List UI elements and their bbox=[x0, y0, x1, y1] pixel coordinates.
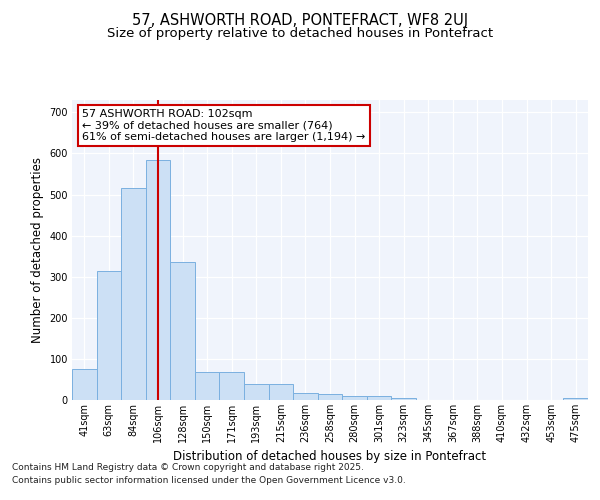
Bar bbox=[318, 394, 342, 400]
Bar bbox=[170, 262, 195, 400]
Bar bbox=[391, 398, 416, 400]
Bar bbox=[563, 398, 588, 400]
Bar bbox=[269, 384, 293, 400]
Bar bbox=[72, 369, 97, 400]
Text: Size of property relative to detached houses in Pontefract: Size of property relative to detached ho… bbox=[107, 28, 493, 40]
Bar bbox=[195, 372, 220, 400]
X-axis label: Distribution of detached houses by size in Pontefract: Distribution of detached houses by size … bbox=[173, 450, 487, 464]
Bar bbox=[342, 396, 367, 400]
Bar bbox=[367, 396, 391, 400]
Bar bbox=[146, 160, 170, 400]
Bar bbox=[121, 188, 146, 400]
Bar bbox=[220, 372, 244, 400]
Bar bbox=[97, 270, 121, 400]
Bar bbox=[293, 392, 318, 400]
Text: 57 ASHWORTH ROAD: 102sqm
← 39% of detached houses are smaller (764)
61% of semi-: 57 ASHWORTH ROAD: 102sqm ← 39% of detach… bbox=[82, 109, 365, 142]
Text: Contains HM Land Registry data © Crown copyright and database right 2025.: Contains HM Land Registry data © Crown c… bbox=[12, 464, 364, 472]
Text: 57, ASHWORTH ROAD, PONTEFRACT, WF8 2UJ: 57, ASHWORTH ROAD, PONTEFRACT, WF8 2UJ bbox=[132, 12, 468, 28]
Bar bbox=[244, 384, 269, 400]
Y-axis label: Number of detached properties: Number of detached properties bbox=[31, 157, 44, 343]
Text: Contains public sector information licensed under the Open Government Licence v3: Contains public sector information licen… bbox=[12, 476, 406, 485]
